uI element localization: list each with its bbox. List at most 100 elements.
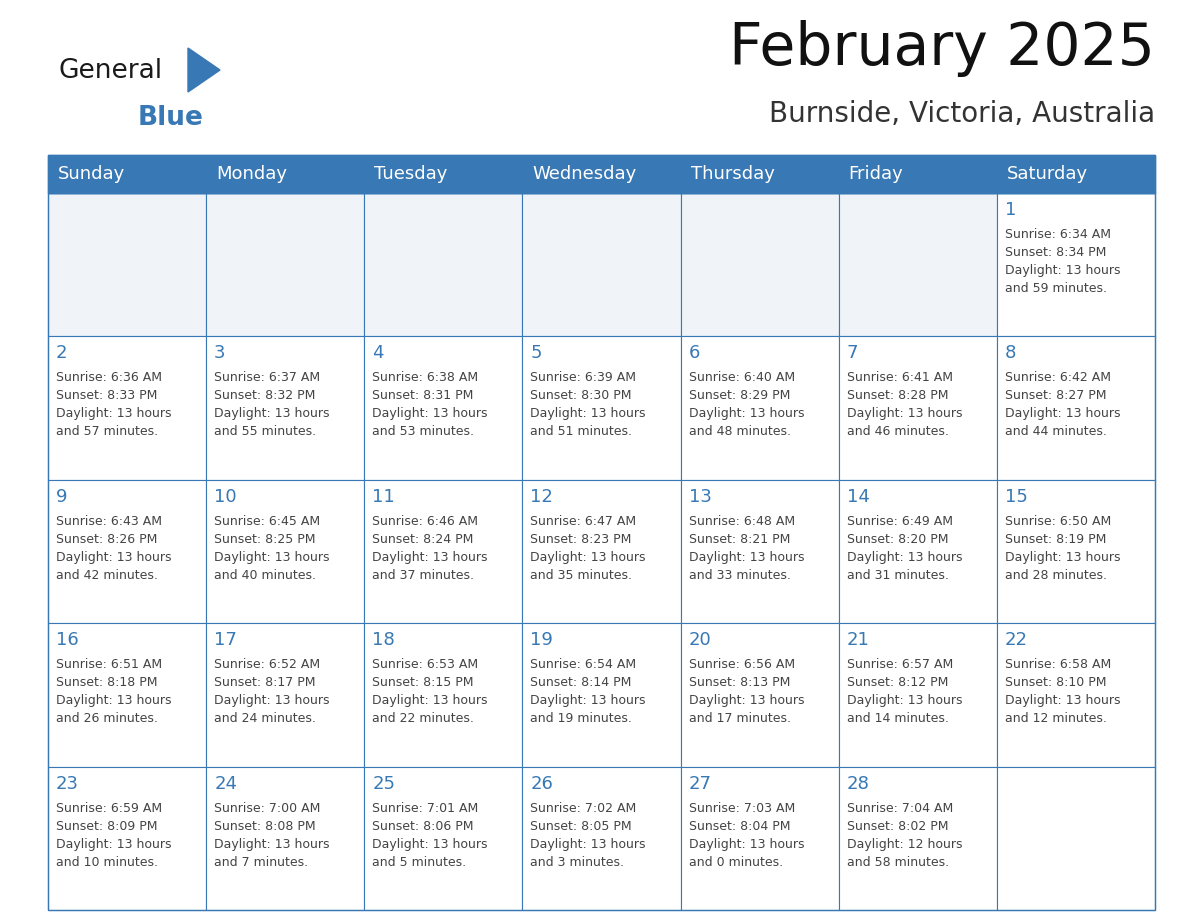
Text: Daylight: 13 hours: Daylight: 13 hours — [689, 837, 804, 851]
Bar — [207, 336, 365, 480]
Text: Daylight: 13 hours: Daylight: 13 hours — [56, 551, 171, 564]
Text: Sunset: 8:31 PM: Sunset: 8:31 PM — [372, 389, 474, 402]
Text: Sunrise: 6:38 AM: Sunrise: 6:38 AM — [372, 372, 479, 385]
Text: Daylight: 13 hours: Daylight: 13 hours — [847, 551, 962, 564]
Text: Sunrise: 6:58 AM: Sunrise: 6:58 AM — [1005, 658, 1111, 671]
Bar — [681, 193, 839, 336]
Text: Burnside, Victoria, Australia: Burnside, Victoria, Australia — [769, 100, 1155, 128]
Bar — [48, 155, 1155, 193]
Text: 19: 19 — [530, 632, 554, 649]
Text: Sunrise: 6:59 AM: Sunrise: 6:59 AM — [56, 801, 162, 814]
Text: and 0 minutes.: and 0 minutes. — [689, 856, 783, 868]
Text: Sunrise: 7:02 AM: Sunrise: 7:02 AM — [530, 801, 637, 814]
Bar — [523, 193, 681, 336]
Text: 2: 2 — [56, 344, 68, 363]
Text: Sunset: 8:14 PM: Sunset: 8:14 PM — [530, 677, 632, 689]
Text: Thursday: Thursday — [690, 165, 775, 183]
Text: 22: 22 — [1005, 632, 1028, 649]
Text: Sunrise: 7:03 AM: Sunrise: 7:03 AM — [689, 801, 795, 814]
Bar — [48, 767, 207, 910]
Text: General: General — [58, 58, 162, 84]
Text: 23: 23 — [56, 775, 78, 792]
Bar — [207, 623, 365, 767]
Text: Sunset: 8:12 PM: Sunset: 8:12 PM — [847, 677, 948, 689]
Text: Daylight: 13 hours: Daylight: 13 hours — [372, 551, 488, 564]
Text: Daylight: 13 hours: Daylight: 13 hours — [1005, 694, 1120, 707]
Text: Sunrise: 6:56 AM: Sunrise: 6:56 AM — [689, 658, 795, 671]
Text: Sunset: 8:02 PM: Sunset: 8:02 PM — [847, 820, 948, 833]
Bar — [48, 193, 207, 336]
Text: Sunrise: 6:39 AM: Sunrise: 6:39 AM — [530, 372, 637, 385]
Text: Sunrise: 6:41 AM: Sunrise: 6:41 AM — [847, 372, 953, 385]
Text: Sunrise: 6:57 AM: Sunrise: 6:57 AM — [847, 658, 953, 671]
Text: and 12 minutes.: and 12 minutes. — [1005, 712, 1107, 725]
Text: Sunset: 8:24 PM: Sunset: 8:24 PM — [372, 532, 474, 546]
Text: Daylight: 13 hours: Daylight: 13 hours — [847, 694, 962, 707]
Text: Sunset: 8:26 PM: Sunset: 8:26 PM — [56, 532, 157, 546]
Bar — [365, 767, 523, 910]
Text: Daylight: 13 hours: Daylight: 13 hours — [56, 837, 171, 851]
Text: Daylight: 12 hours: Daylight: 12 hours — [847, 837, 962, 851]
Bar — [997, 336, 1155, 480]
Text: Sunset: 8:34 PM: Sunset: 8:34 PM — [1005, 246, 1106, 259]
Text: 15: 15 — [1005, 487, 1028, 506]
Bar — [997, 193, 1155, 336]
Text: and 10 minutes.: and 10 minutes. — [56, 856, 158, 868]
Text: Monday: Monday — [216, 165, 287, 183]
Text: 18: 18 — [372, 632, 396, 649]
Text: Daylight: 13 hours: Daylight: 13 hours — [530, 694, 646, 707]
Text: 9: 9 — [56, 487, 68, 506]
Text: Blue: Blue — [138, 105, 204, 131]
Text: 6: 6 — [689, 344, 700, 363]
Text: 13: 13 — [689, 487, 712, 506]
Bar — [997, 767, 1155, 910]
Text: and 53 minutes.: and 53 minutes. — [372, 425, 474, 439]
Text: and 24 minutes.: and 24 minutes. — [214, 712, 316, 725]
Text: Sunset: 8:08 PM: Sunset: 8:08 PM — [214, 820, 316, 833]
Bar — [523, 336, 681, 480]
Text: 4: 4 — [372, 344, 384, 363]
Text: Sunrise: 6:42 AM: Sunrise: 6:42 AM — [1005, 372, 1111, 385]
Text: Sunset: 8:29 PM: Sunset: 8:29 PM — [689, 389, 790, 402]
Text: Sunset: 8:10 PM: Sunset: 8:10 PM — [1005, 677, 1106, 689]
Text: Sunrise: 6:51 AM: Sunrise: 6:51 AM — [56, 658, 162, 671]
Bar — [839, 623, 997, 767]
Text: Daylight: 13 hours: Daylight: 13 hours — [689, 694, 804, 707]
Text: and 33 minutes.: and 33 minutes. — [689, 569, 790, 582]
Bar — [48, 336, 207, 480]
Bar — [839, 336, 997, 480]
Bar — [681, 480, 839, 623]
Text: 10: 10 — [214, 487, 236, 506]
Text: Sunrise: 6:47 AM: Sunrise: 6:47 AM — [530, 515, 637, 528]
Text: Sunrise: 6:53 AM: Sunrise: 6:53 AM — [372, 658, 479, 671]
Text: Daylight: 13 hours: Daylight: 13 hours — [214, 837, 329, 851]
Text: Sunset: 8:32 PM: Sunset: 8:32 PM — [214, 389, 316, 402]
Bar — [48, 623, 207, 767]
Text: Wednesday: Wednesday — [532, 165, 637, 183]
Text: and 59 minutes.: and 59 minutes. — [1005, 282, 1107, 295]
Text: Saturday: Saturday — [1007, 165, 1088, 183]
Text: Sunset: 8:17 PM: Sunset: 8:17 PM — [214, 677, 316, 689]
Text: Sunrise: 7:01 AM: Sunrise: 7:01 AM — [372, 801, 479, 814]
Text: 28: 28 — [847, 775, 870, 792]
Text: Daylight: 13 hours: Daylight: 13 hours — [56, 408, 171, 420]
Text: Daylight: 13 hours: Daylight: 13 hours — [372, 408, 488, 420]
Bar — [839, 193, 997, 336]
Text: 24: 24 — [214, 775, 238, 792]
Text: Sunrise: 6:49 AM: Sunrise: 6:49 AM — [847, 515, 953, 528]
Text: Sunset: 8:09 PM: Sunset: 8:09 PM — [56, 820, 158, 833]
Bar — [839, 480, 997, 623]
Text: 25: 25 — [372, 775, 396, 792]
Text: Daylight: 13 hours: Daylight: 13 hours — [372, 694, 488, 707]
Text: Sunset: 8:20 PM: Sunset: 8:20 PM — [847, 532, 948, 546]
Text: Sunset: 8:19 PM: Sunset: 8:19 PM — [1005, 532, 1106, 546]
Text: Daylight: 13 hours: Daylight: 13 hours — [1005, 264, 1120, 277]
Text: 21: 21 — [847, 632, 870, 649]
Bar — [523, 623, 681, 767]
Text: Sunset: 8:21 PM: Sunset: 8:21 PM — [689, 532, 790, 546]
Text: Sunset: 8:18 PM: Sunset: 8:18 PM — [56, 677, 158, 689]
Text: Sunrise: 6:37 AM: Sunrise: 6:37 AM — [214, 372, 321, 385]
Text: Sunrise: 7:00 AM: Sunrise: 7:00 AM — [214, 801, 321, 814]
Bar — [207, 480, 365, 623]
Text: Sunrise: 6:43 AM: Sunrise: 6:43 AM — [56, 515, 162, 528]
